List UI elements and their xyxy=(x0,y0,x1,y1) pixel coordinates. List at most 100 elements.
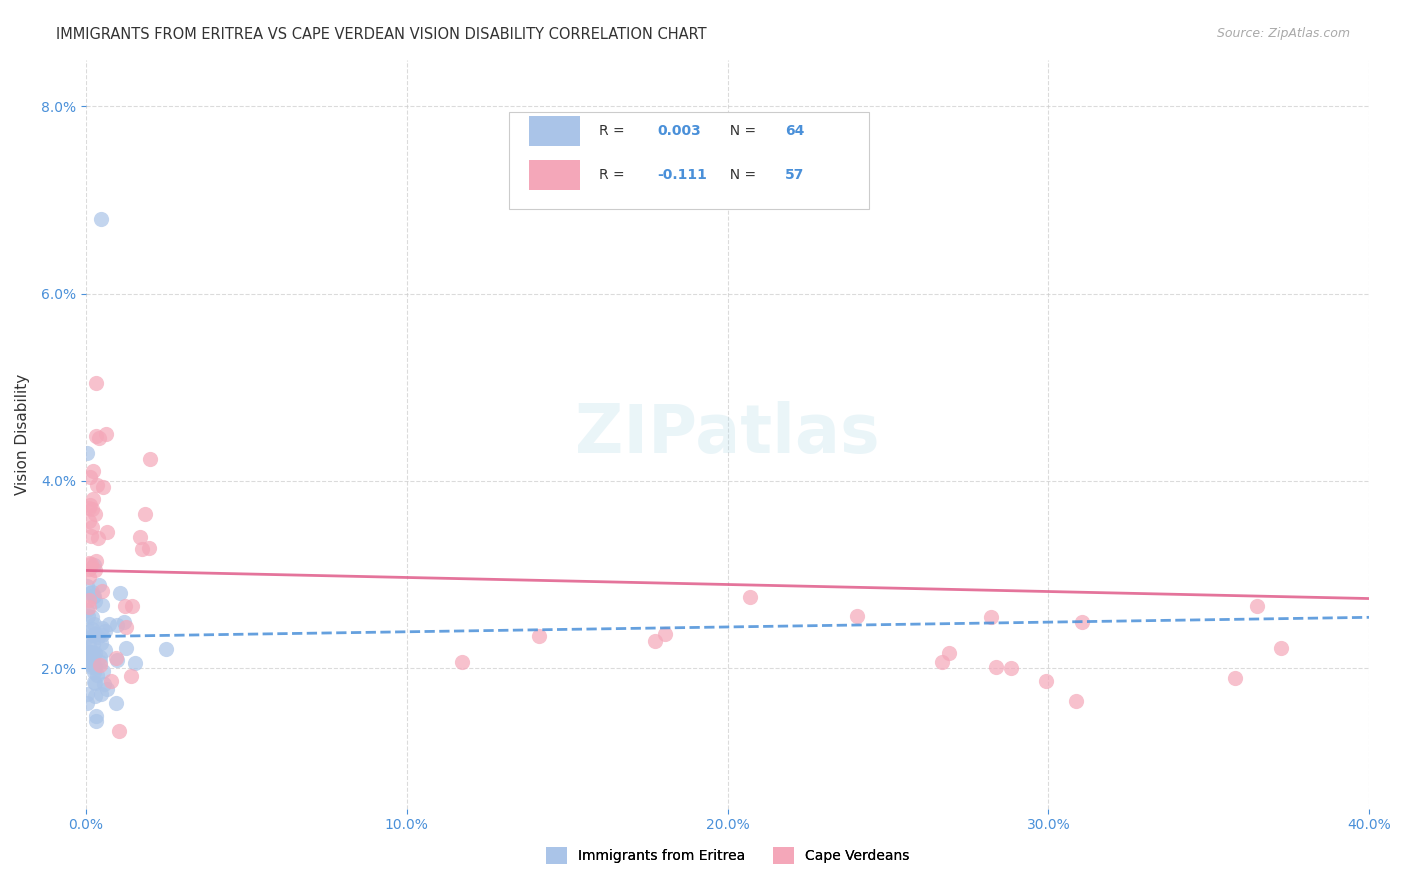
Point xyxy=(91,598,114,612)
Point xyxy=(108,724,131,739)
Point xyxy=(76,603,98,617)
Legend: Immigrants from Eritrea, Cape Verdeans: Immigrants from Eritrea, Cape Verdeans xyxy=(540,841,915,869)
Text: Source: ZipAtlas.com: Source: ZipAtlas.com xyxy=(1216,27,1350,40)
Point xyxy=(89,432,111,446)
Point xyxy=(90,687,112,701)
Point xyxy=(129,530,152,544)
Point xyxy=(76,446,98,460)
Point xyxy=(91,479,114,493)
Point xyxy=(82,637,104,651)
Point xyxy=(80,585,103,599)
Point xyxy=(114,620,136,634)
Point xyxy=(82,653,104,667)
Point xyxy=(938,646,960,660)
Point xyxy=(124,656,146,670)
Point xyxy=(90,211,112,226)
Point xyxy=(84,714,107,728)
Point xyxy=(83,563,105,577)
Text: N =: N = xyxy=(721,124,761,138)
Point xyxy=(139,452,162,467)
Text: 0.003: 0.003 xyxy=(657,124,700,138)
Point xyxy=(104,650,127,665)
Point xyxy=(83,558,105,572)
Point xyxy=(80,645,103,659)
Point xyxy=(84,507,107,521)
Point xyxy=(79,586,101,600)
Y-axis label: Vision Disability: Vision Disability xyxy=(15,374,30,495)
Point xyxy=(96,681,118,696)
Point xyxy=(644,634,666,648)
Point xyxy=(110,586,132,600)
Point xyxy=(138,541,160,556)
Point xyxy=(80,529,103,543)
Point xyxy=(80,622,103,636)
Point xyxy=(76,687,98,701)
Point xyxy=(1064,694,1087,708)
Point xyxy=(1225,672,1247,686)
Point xyxy=(77,624,100,639)
Point xyxy=(83,646,105,660)
Point xyxy=(75,650,97,665)
Point xyxy=(77,556,100,570)
Point xyxy=(77,501,100,516)
Point xyxy=(105,617,128,632)
Point xyxy=(94,624,117,638)
FancyBboxPatch shape xyxy=(529,116,581,146)
Point xyxy=(82,463,104,477)
Point xyxy=(83,617,105,632)
Point xyxy=(83,594,105,608)
Point xyxy=(80,660,103,674)
Point xyxy=(94,427,117,442)
Point xyxy=(82,654,104,668)
Point xyxy=(115,641,138,656)
Point xyxy=(77,570,100,584)
Point xyxy=(527,629,550,643)
Point xyxy=(79,649,101,664)
Point xyxy=(76,579,98,593)
Point xyxy=(83,665,105,679)
Point xyxy=(84,709,107,723)
Point xyxy=(91,664,114,678)
Point xyxy=(1246,599,1268,614)
Point xyxy=(93,677,115,691)
Point xyxy=(76,609,98,624)
Point xyxy=(1035,673,1057,688)
Point xyxy=(79,499,101,513)
Point xyxy=(83,676,105,690)
Point xyxy=(86,477,108,491)
Point xyxy=(75,632,97,646)
Point xyxy=(84,659,107,673)
Point xyxy=(105,653,128,667)
Point xyxy=(84,627,107,641)
Point xyxy=(77,654,100,668)
Point xyxy=(121,599,143,613)
Point xyxy=(114,615,136,629)
Point xyxy=(77,600,100,615)
Point xyxy=(77,562,100,576)
Point xyxy=(82,628,104,642)
Text: 57: 57 xyxy=(786,168,804,182)
Text: -0.111: -0.111 xyxy=(657,168,707,182)
Text: ZIPatlas: ZIPatlas xyxy=(575,401,880,467)
Point xyxy=(654,627,676,641)
Text: R =: R = xyxy=(599,168,634,182)
Point xyxy=(846,609,869,624)
Text: IMMIGRANTS FROM ERITREA VS CAPE VERDEAN VISION DISABILITY CORRELATION CHART: IMMIGRANTS FROM ERITREA VS CAPE VERDEAN … xyxy=(56,27,707,42)
Point xyxy=(451,655,474,669)
Point xyxy=(79,470,101,484)
Point xyxy=(89,658,111,673)
Point xyxy=(84,428,107,442)
Point xyxy=(87,578,110,592)
Point xyxy=(80,557,103,571)
FancyBboxPatch shape xyxy=(529,160,581,190)
Point xyxy=(82,491,104,506)
Point xyxy=(79,645,101,659)
Point xyxy=(86,554,108,568)
Point xyxy=(90,621,112,635)
FancyBboxPatch shape xyxy=(509,112,869,210)
Point xyxy=(82,502,104,516)
Point xyxy=(986,660,1008,674)
Point xyxy=(83,589,105,603)
Point xyxy=(76,696,98,710)
Point xyxy=(120,669,142,683)
